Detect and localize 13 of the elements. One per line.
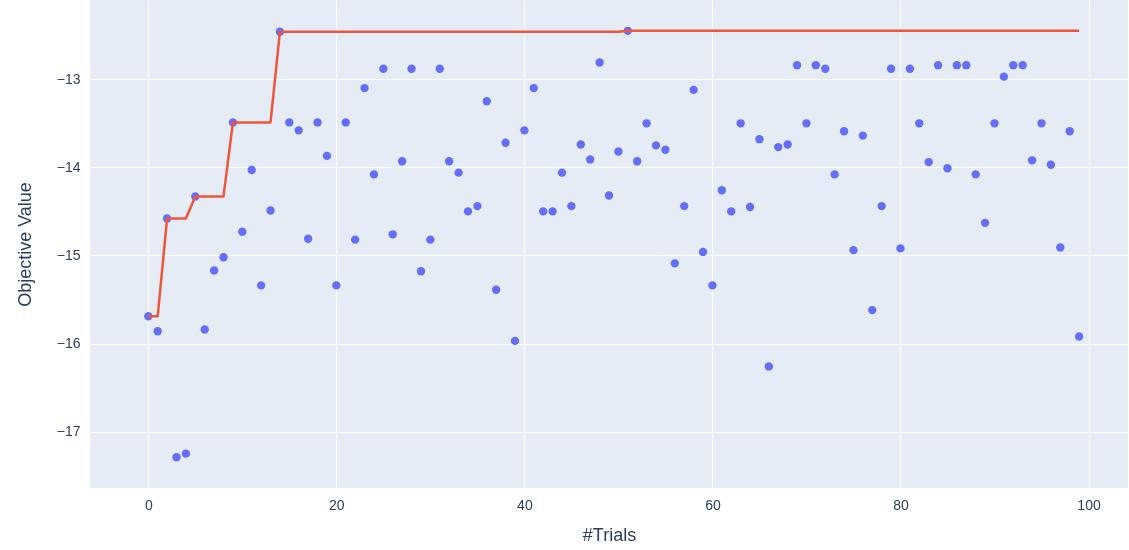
x-tick-label: 20 (329, 496, 345, 513)
x-tick-label: 60 (705, 496, 721, 513)
x-tick-label: 80 (893, 496, 909, 513)
y-tick-label: −13 (56, 70, 81, 87)
y-tick-label: −16 (56, 335, 81, 352)
y-axis-title: Objective Value (14, 182, 35, 307)
y-tick-label: −17 (56, 423, 81, 440)
x-tick-label: 40 (517, 496, 533, 513)
y-tick-label: −15 (56, 246, 81, 263)
y-tick-label: −14 (56, 158, 81, 175)
x-tick-label: 0 (144, 496, 153, 513)
x-tick-label: 100 (1077, 496, 1101, 513)
x-axis-title: #Trials (582, 524, 637, 545)
